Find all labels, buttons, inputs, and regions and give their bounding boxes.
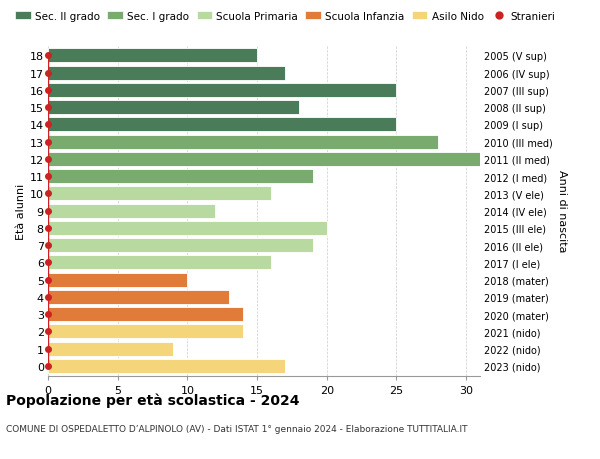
Point [43,87,53,95]
Point [43,104,53,112]
Bar [48,342,173,356]
Point [43,207,53,215]
Bar [48,152,480,167]
Bar [48,273,187,287]
Bar [48,290,229,304]
Bar [48,170,313,184]
Bar [48,135,438,149]
Point [43,190,53,197]
Text: Popolazione per età scolastica - 2024: Popolazione per età scolastica - 2024 [6,392,299,407]
Bar [48,359,285,373]
Bar [48,187,271,201]
Point [43,345,53,353]
Point [43,276,53,284]
Point [43,242,53,249]
Point [43,363,53,370]
Point [43,225,53,232]
Bar [48,308,243,321]
Point [43,259,53,266]
Y-axis label: Età alunni: Età alunni [16,183,26,239]
Point [43,139,53,146]
Bar [48,101,299,115]
Legend: Sec. II grado, Sec. I grado, Scuola Primaria, Scuola Infanzia, Asilo Nido, Stran: Sec. II grado, Sec. I grado, Scuola Prim… [11,7,560,26]
Bar [48,256,271,270]
Text: COMUNE DI OSPEDALETTO D’ALPINOLO (AV) - Dati ISTAT 1° gennaio 2024 - Elaborazion: COMUNE DI OSPEDALETTO D’ALPINOLO (AV) - … [6,425,467,434]
Bar [48,84,397,98]
Y-axis label: Anni di nascita: Anni di nascita [557,170,567,252]
Bar [48,118,397,132]
Point [43,70,53,77]
Point [43,121,53,129]
Point [43,328,53,335]
Bar [48,49,257,63]
Bar [48,325,243,339]
Point [43,311,53,318]
Point [43,294,53,301]
Bar [48,67,285,80]
Point [43,173,53,180]
Point [43,156,53,163]
Bar [48,204,215,218]
Point [43,52,53,60]
Bar [48,221,327,235]
Bar [48,239,313,252]
